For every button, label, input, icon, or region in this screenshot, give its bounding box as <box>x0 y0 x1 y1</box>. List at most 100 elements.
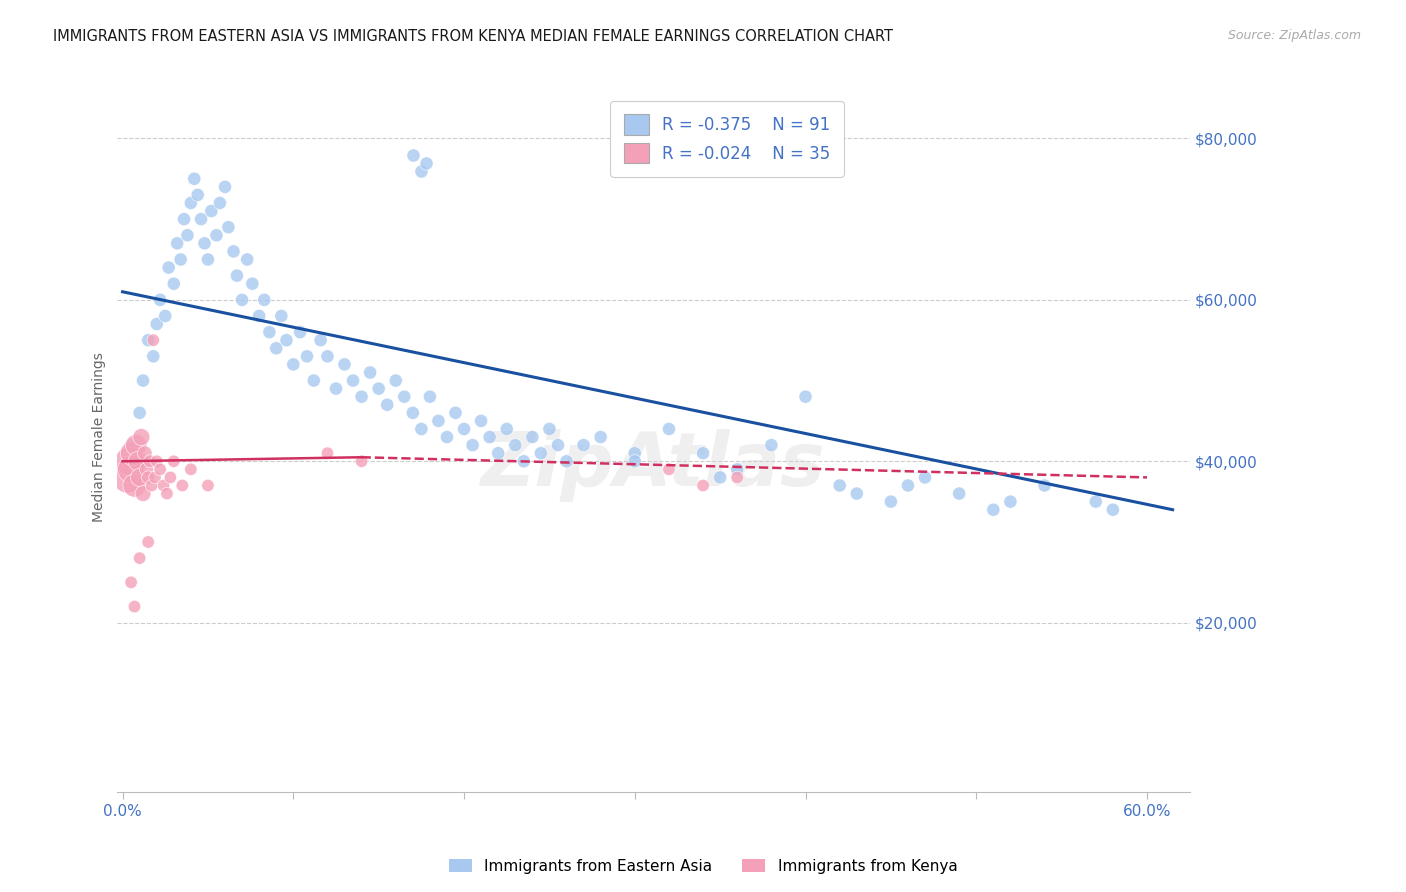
Point <box>180 462 202 476</box>
Point <box>183 171 205 186</box>
Point <box>419 390 441 404</box>
Point <box>983 502 1005 516</box>
Point <box>572 438 595 452</box>
Point <box>411 422 433 436</box>
Point <box>139 454 162 468</box>
Point <box>486 446 509 460</box>
Point <box>415 155 437 169</box>
Point <box>1000 494 1022 508</box>
Point <box>176 228 198 243</box>
Point <box>135 462 157 476</box>
Point <box>118 454 141 468</box>
Point <box>276 333 298 347</box>
Point <box>247 309 270 323</box>
Point <box>589 430 612 444</box>
Point <box>283 358 305 372</box>
Point <box>761 438 783 452</box>
Point <box>692 478 714 492</box>
Y-axis label: Median Female Earnings: Median Female Earnings <box>93 352 107 522</box>
Point <box>316 349 339 363</box>
Point <box>152 478 174 492</box>
Point <box>156 486 179 500</box>
Point <box>128 470 150 484</box>
Point <box>240 277 263 291</box>
Point <box>231 293 253 307</box>
Point <box>169 252 191 267</box>
Text: IMMIGRANTS FROM EASTERN ASIA VS IMMIGRANTS FROM KENYA MEDIAN FEMALE EARNINGS COR: IMMIGRANTS FROM EASTERN ASIA VS IMMIGRAN… <box>53 29 893 44</box>
Point <box>845 486 868 500</box>
Point <box>205 228 228 243</box>
Point <box>142 349 165 363</box>
Point <box>141 478 163 492</box>
Point <box>367 382 389 396</box>
Point <box>127 454 149 468</box>
Point <box>897 478 920 492</box>
Point <box>350 454 373 468</box>
Point <box>187 188 209 202</box>
Point <box>136 333 159 347</box>
Point <box>121 446 143 460</box>
Point <box>145 454 167 468</box>
Point <box>1102 502 1125 516</box>
Text: ZipAtlas: ZipAtlas <box>481 429 825 502</box>
Text: Source: ZipAtlas.com: Source: ZipAtlas.com <box>1227 29 1361 42</box>
Point <box>316 446 339 460</box>
Point <box>259 325 281 339</box>
Point <box>166 236 188 251</box>
Point <box>623 446 645 460</box>
Point <box>132 486 155 500</box>
Point <box>478 430 501 444</box>
Point <box>692 446 714 460</box>
Point <box>208 196 231 211</box>
Point <box>309 333 332 347</box>
Point <box>253 293 276 307</box>
Point <box>124 599 146 614</box>
Point <box>427 414 450 428</box>
Point <box>149 462 172 476</box>
Point <box>444 406 467 420</box>
Point <box>513 454 536 468</box>
Point <box>538 422 561 436</box>
Point <box>1033 478 1056 492</box>
Point <box>132 374 155 388</box>
Point <box>333 358 356 372</box>
Point <box>880 494 903 508</box>
Point <box>530 446 553 460</box>
Point <box>155 309 177 323</box>
Point <box>461 438 484 452</box>
Point <box>117 470 139 484</box>
Point <box>163 454 186 468</box>
Point <box>914 470 936 484</box>
Point <box>143 470 166 484</box>
Point <box>163 277 186 291</box>
Point <box>555 454 578 468</box>
Point <box>350 390 373 404</box>
Point <box>236 252 259 267</box>
Point <box>411 163 433 178</box>
Point <box>794 390 817 404</box>
Point <box>125 438 148 452</box>
Point <box>264 341 287 355</box>
Point <box>547 438 569 452</box>
Point <box>342 374 364 388</box>
Point <box>725 462 748 476</box>
Point <box>222 244 245 259</box>
Point <box>1084 494 1107 508</box>
Point <box>136 535 159 549</box>
Point <box>709 470 731 484</box>
Point <box>197 478 219 492</box>
Point <box>159 470 181 484</box>
Point <box>470 414 492 428</box>
Point <box>180 196 202 211</box>
Point <box>658 422 681 436</box>
Point <box>302 374 325 388</box>
Point <box>828 478 851 492</box>
Point <box>402 147 425 161</box>
Point <box>214 179 236 194</box>
Point <box>325 382 347 396</box>
Point <box>149 293 172 307</box>
Point <box>270 309 292 323</box>
Point <box>495 422 517 436</box>
Point <box>157 260 180 275</box>
Point <box>226 268 249 283</box>
